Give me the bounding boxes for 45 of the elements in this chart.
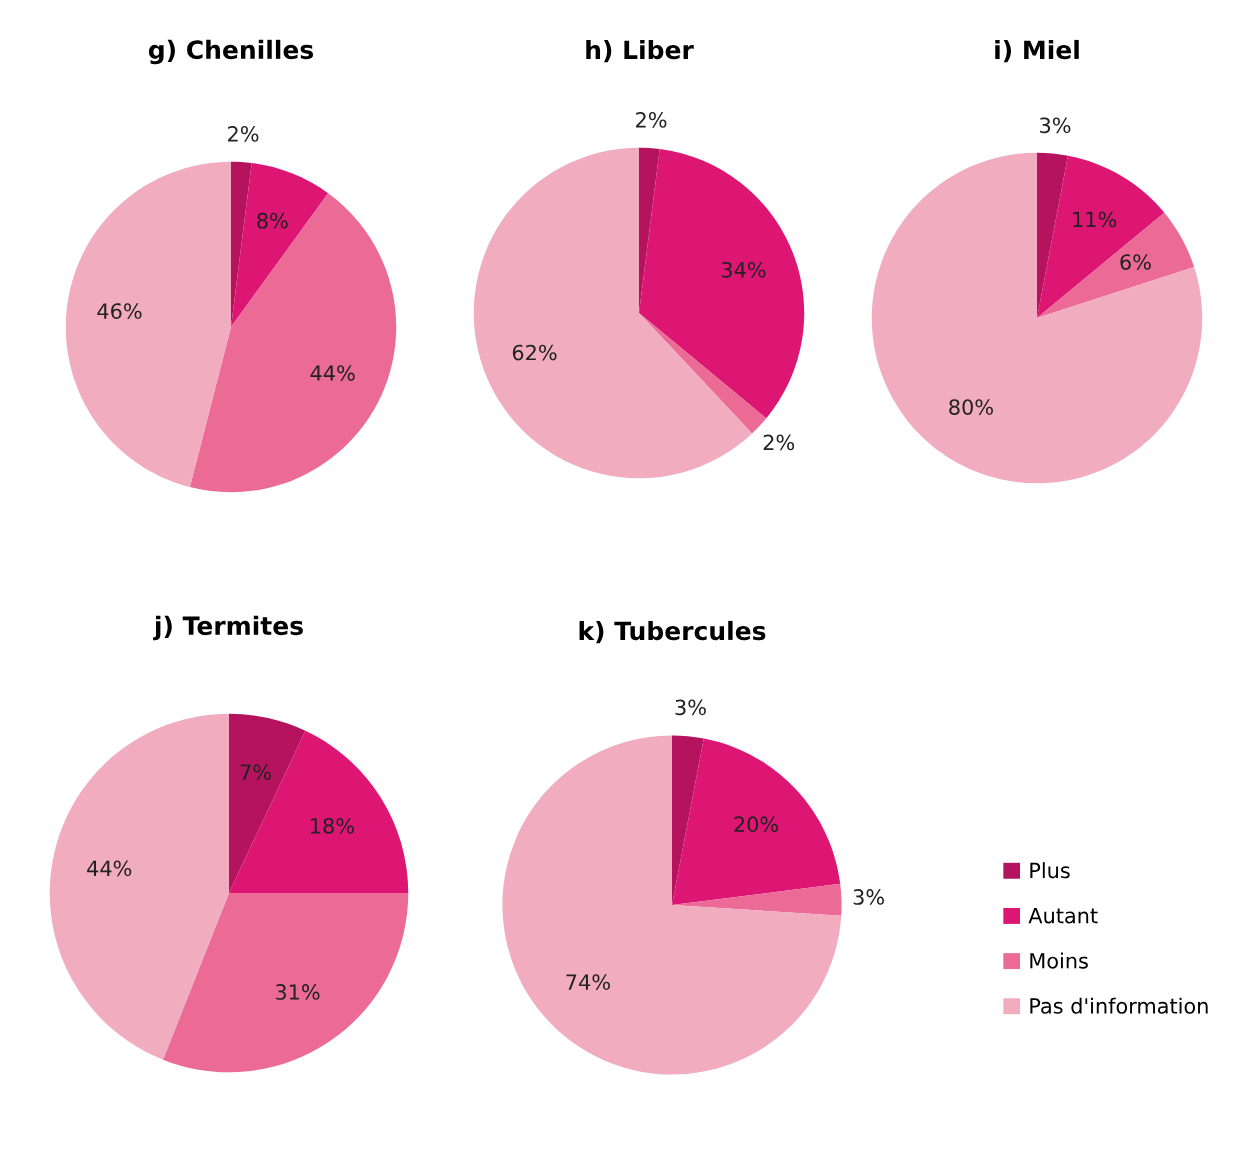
pie-slice <box>189 193 397 493</box>
legend-label: Plus <box>1030 862 1070 879</box>
data-label: 34% <box>721 261 766 278</box>
data-label: 3% <box>853 889 884 905</box>
pie-slice <box>231 163 329 327</box>
data-label: 2% <box>763 434 795 451</box>
pie-slice <box>672 738 841 905</box>
data-label: 6% <box>1120 254 1151 270</box>
pie-slice <box>639 149 805 419</box>
data-label: 31% <box>275 984 320 1000</box>
pie-slice <box>672 735 704 905</box>
data-label: 80% <box>949 399 993 415</box>
pie-slice <box>1037 152 1068 318</box>
data-label: 18% <box>311 817 354 834</box>
data-label: 3% <box>675 699 706 716</box>
pie-slice <box>639 313 767 434</box>
legend-label: Moins <box>1030 952 1088 969</box>
data-label: 7% <box>240 764 271 781</box>
chart-title: k) Tubercules <box>579 620 766 644</box>
data-label: 2% <box>636 111 667 128</box>
data-label: 20% <box>734 816 779 833</box>
chart-title: j) Termites <box>153 615 303 641</box>
chart-title: i) Miel <box>995 39 1079 63</box>
data-label: 8% <box>257 212 288 229</box>
pie-slice <box>229 730 409 893</box>
chart-title: h) Liber <box>586 39 694 63</box>
data-label: 11% <box>1073 211 1117 228</box>
data-label: 44% <box>310 365 355 381</box>
pie-slice <box>65 161 231 488</box>
legend-label: Pas d'information <box>1030 997 1208 1014</box>
data-label: 74% <box>566 974 610 990</box>
pie-slice <box>871 152 1203 484</box>
data-label: 3% <box>1040 117 1071 134</box>
pie-slice <box>163 893 409 1073</box>
legend-label: Autant <box>1028 907 1098 924</box>
pie-slice <box>229 713 306 893</box>
pie-slice <box>1037 155 1165 318</box>
pie-slice <box>502 735 842 1075</box>
data-label: 44% <box>87 860 132 877</box>
pie-slice <box>49 713 229 1060</box>
data-label: 62% <box>512 344 557 361</box>
data-label: 46% <box>97 303 142 319</box>
pie-slice <box>1037 212 1195 318</box>
chart-title: g) Chenilles <box>148 39 314 65</box>
data-label: 2% <box>228 125 259 142</box>
